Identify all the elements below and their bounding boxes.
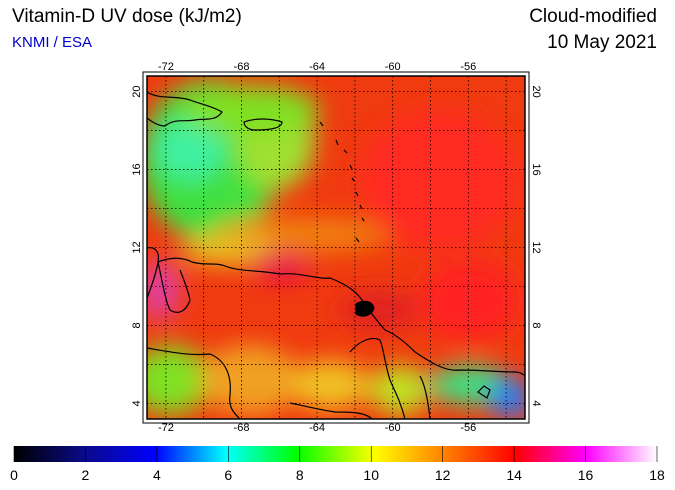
lon-tick-label-bottom: -64 xyxy=(309,422,325,434)
colorbar-tick-label: 18 xyxy=(649,467,665,483)
lat-tick-label-right: 4 xyxy=(530,400,542,406)
lat-tick-label-left: 20 xyxy=(131,85,143,97)
colorbar-tick-label: 4 xyxy=(153,467,161,483)
coastlines xyxy=(147,91,525,419)
lon-tick-label-bottom: -68 xyxy=(234,422,250,434)
lon-tick-label-top: -68 xyxy=(234,61,250,73)
lat-tick-label-left: 4 xyxy=(131,400,143,406)
graticule xyxy=(147,76,525,419)
colorbar-tick-label: 2 xyxy=(82,467,90,483)
lat-tick-label-left: 16 xyxy=(131,163,143,175)
map-title: Vitamin-D UV dose (kJ/m2) xyxy=(12,6,242,27)
colorbar xyxy=(14,446,657,462)
date-label: 10 May 2021 xyxy=(547,32,657,53)
colorbar-tick-label: 12 xyxy=(435,467,451,483)
colorbar-tick-label: 14 xyxy=(506,467,522,483)
colorbar-tick-label: 6 xyxy=(224,467,232,483)
colorbar-tick-label: 16 xyxy=(578,467,594,483)
lon-tick-label-bottom: -72 xyxy=(158,422,174,434)
uv-field xyxy=(147,76,525,419)
lat-tick-label-right: 20 xyxy=(530,85,542,97)
source-label: KNMI / ESA xyxy=(12,34,93,51)
lat-tick-label-right: 16 xyxy=(530,163,542,175)
axis-tick-labels: -72 -72 -68 -68 -64 -64 -60 -60 -56 -56 4 4 8 8 12 12 16… xyxy=(131,61,542,434)
lat-tick-label-left: 12 xyxy=(131,241,143,253)
mode-label: Cloud-modified xyxy=(529,6,657,27)
lon-tick-label-top: -60 xyxy=(385,61,401,73)
lon-tick-label-bottom: -56 xyxy=(460,422,476,434)
lat-tick-label-left: 8 xyxy=(131,322,143,328)
colorbar-ticks: 0 2 4 6 8 10 12 14 16 18 xyxy=(10,446,665,483)
lat-tick-label-right: 12 xyxy=(530,241,542,253)
colorbar-tick-label: 8 xyxy=(296,467,304,483)
lon-tick-label-top: -64 xyxy=(309,61,325,73)
colorbar-tick-label: 10 xyxy=(363,467,379,483)
lat-tick-label-right: 8 xyxy=(530,322,542,328)
colorbar-tick-label: 0 xyxy=(10,467,18,483)
lon-tick-label-top: -56 xyxy=(460,61,476,73)
lon-tick-label-top: -72 xyxy=(158,61,174,73)
lon-tick-label-bottom: -60 xyxy=(385,422,401,434)
